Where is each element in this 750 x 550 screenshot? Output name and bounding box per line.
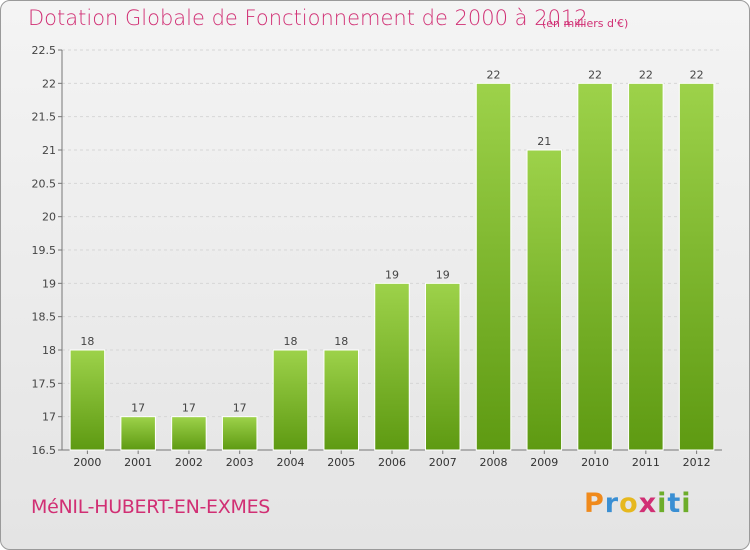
- logo-letter: P: [584, 488, 605, 519]
- proxiti-logo: Proxiti: [584, 488, 692, 519]
- chart-title: Dotation Globale de Fonctionnement de 20…: [28, 6, 588, 30]
- y-tick-label: 19: [42, 277, 56, 290]
- bar-value-label: 19: [436, 268, 450, 281]
- bar: [678, 82, 715, 451]
- bar-value-label: 18: [80, 335, 94, 348]
- logo-letter: i: [681, 488, 692, 519]
- bar: [374, 282, 410, 451]
- bar-value-label: 18: [283, 335, 297, 348]
- x-tick-label: 2005: [327, 456, 355, 469]
- bar-value-label: 17: [182, 402, 196, 415]
- y-tick-label: 21.5: [32, 111, 57, 124]
- bar: [272, 349, 309, 451]
- x-tick-label: 2012: [683, 456, 711, 469]
- x-tick-label: 2008: [480, 456, 508, 469]
- logo-letter: x: [638, 488, 658, 519]
- logo-letter: t: [667, 488, 682, 519]
- y-tick-label: 20: [42, 211, 56, 224]
- y-tick-label: 21: [42, 144, 56, 157]
- x-tick-label: 2009: [530, 456, 558, 469]
- bar: [221, 416, 258, 451]
- y-tick-label: 22: [42, 77, 56, 90]
- bar-value-label: 22: [588, 68, 602, 81]
- bar-value-label: 17: [131, 402, 145, 415]
- data-labels: 18 17 17 17 18 18 19 19 22 21 22 22 22: [80, 68, 703, 414]
- bar: [628, 82, 664, 451]
- x-tick-label: 2003: [226, 456, 254, 469]
- x-tick-label: 2002: [175, 456, 203, 469]
- logo-letter: i: [657, 488, 668, 519]
- bar-value-label: 22: [487, 68, 501, 81]
- bar-value-label: 22: [639, 68, 653, 81]
- x-tick-label: 2007: [429, 456, 457, 469]
- bar: [526, 149, 563, 451]
- y-tick-label: 17: [42, 411, 56, 424]
- bar: [323, 349, 359, 451]
- bar: [425, 282, 461, 451]
- x-tick-label: 2000: [73, 456, 101, 469]
- bar-value-label: 21: [537, 135, 551, 148]
- bar-value-label: 22: [690, 68, 704, 81]
- x-tick-label: 2011: [632, 456, 660, 469]
- bar-value-label: 18: [334, 335, 348, 348]
- bar-value-label: 19: [385, 268, 399, 281]
- y-tick-label: 18: [42, 344, 56, 357]
- y-tick-label: 17.5: [32, 377, 57, 390]
- x-tick-label: 2006: [378, 456, 406, 469]
- chart-unit: (en milliers d'€): [542, 17, 629, 30]
- commune-name: MéNIL-HUBERT-EN-EXMES: [31, 496, 271, 518]
- logo-letter: o: [619, 488, 639, 519]
- y-tick-label: 16.5: [32, 444, 57, 457]
- bar: [69, 349, 106, 451]
- x-tick-label: 2010: [581, 456, 609, 469]
- bar-value-label: 17: [233, 402, 247, 415]
- y-tick-label: 20.5: [32, 177, 57, 190]
- logo-letter: r: [604, 488, 620, 519]
- y-tick-label: 19.5: [32, 244, 57, 257]
- bar: [475, 82, 512, 451]
- x-tick-label: 2001: [124, 456, 152, 469]
- bar: [120, 416, 156, 451]
- bar: [577, 82, 613, 451]
- y-tick-label: 22.5: [32, 44, 57, 57]
- bar: [171, 416, 207, 451]
- bars: [69, 82, 715, 451]
- axes: 16.5 17 17.5 18 18.5 19 19.5 20 20.5 21 21.5 22 22.5…: [32, 44, 722, 469]
- y-tick-label: 18.5: [32, 311, 57, 324]
- x-tick-label: 2004: [276, 456, 304, 469]
